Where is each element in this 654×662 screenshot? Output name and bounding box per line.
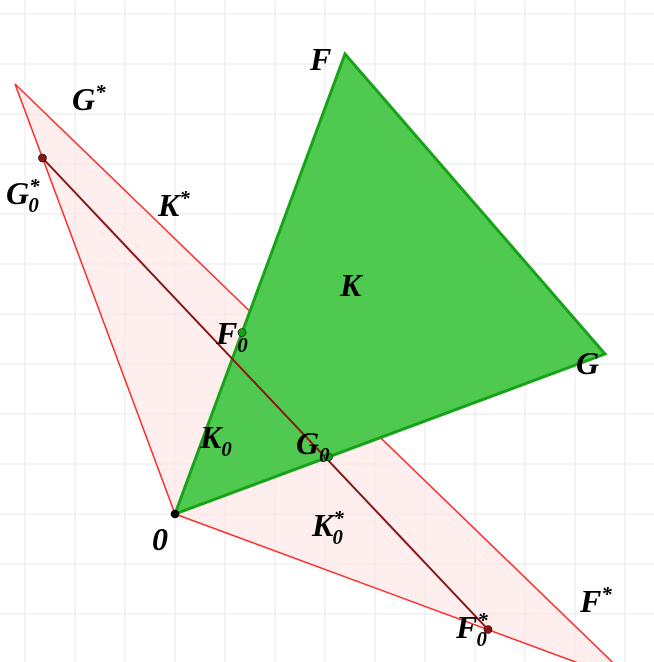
cone-k: [175, 54, 605, 514]
label-f0star: F*0: [455, 609, 488, 651]
label-kstar: K*: [157, 187, 190, 223]
label-o: 0: [152, 521, 168, 557]
point-g0star: [39, 154, 47, 162]
label-gstar: G*: [72, 81, 106, 117]
geometry-diagram: FGG*F*G*0F*0K*KF0G0K0K*00: [0, 0, 654, 662]
label-f: F: [309, 41, 331, 77]
label-k0star: K*0: [311, 507, 344, 549]
label-k: K: [339, 267, 364, 303]
point-o: [171, 510, 179, 518]
label-g0star: G*0: [6, 175, 40, 217]
label-g: G: [576, 345, 599, 381]
